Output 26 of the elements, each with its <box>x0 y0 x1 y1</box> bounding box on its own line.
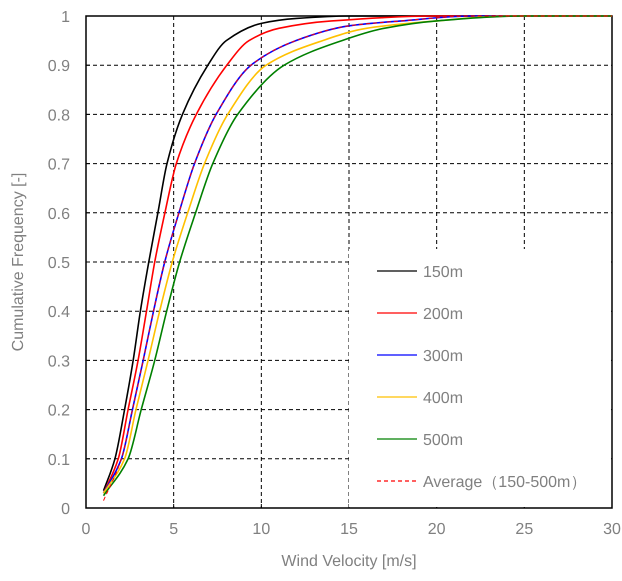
y-tick-label: 0.2 <box>48 402 70 420</box>
x-tick-label: 25 <box>515 521 534 538</box>
y-tick-label: 0 <box>61 501 70 518</box>
legend-label: 200m <box>423 306 464 323</box>
legend-label: 300m <box>423 348 464 365</box>
x-tick-label: 5 <box>169 521 178 538</box>
legend-label: 500m <box>423 432 464 449</box>
legend-label: Average（150-500m） <box>423 474 586 491</box>
y-tick-label: 0.1 <box>48 452 70 469</box>
legend-label: 400m <box>423 390 464 407</box>
y-tick-label: 0.4 <box>48 304 70 322</box>
x-tick-label: 15 <box>340 521 358 538</box>
x-tick-label: 0 <box>82 521 91 538</box>
y-axis-title: Cumulative Frequency [-] <box>10 172 27 352</box>
y-tick-label: 0.9 <box>48 58 70 76</box>
y-tick-label: 0.3 <box>48 353 70 370</box>
y-tick-label: 0.7 <box>48 156 70 174</box>
x-axis-title: Wind Velocity [m/s] <box>281 553 417 570</box>
x-tick-label: 20 <box>428 521 446 538</box>
legend-label: 150m <box>423 264 464 281</box>
y-tick-label: 1 <box>61 9 70 26</box>
x-tick-label: 10 <box>252 521 270 538</box>
y-tick-label: 0.6 <box>48 206 70 223</box>
x-tick-label: 30 <box>603 521 621 538</box>
y-tick-label: 0.5 <box>48 255 70 272</box>
y-tick-label: 0.8 <box>48 107 70 124</box>
